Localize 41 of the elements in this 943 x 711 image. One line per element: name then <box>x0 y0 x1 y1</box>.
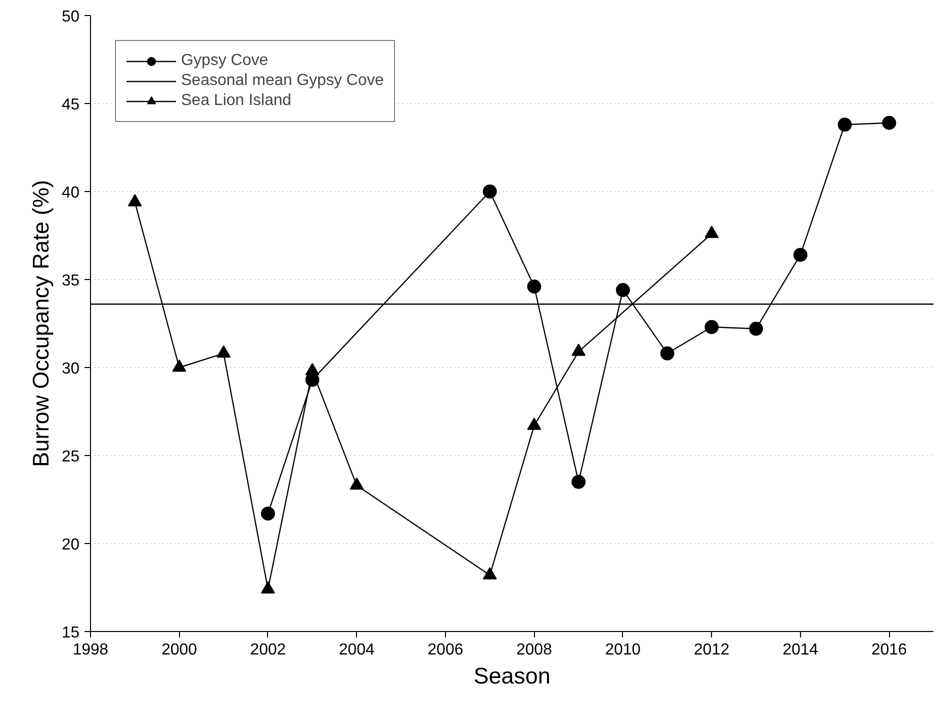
point <box>305 363 320 376</box>
legend-label: Sea Lion Island <box>181 92 292 110</box>
x-tick-label: 2004 <box>338 642 375 658</box>
point <box>572 474 586 489</box>
point <box>260 581 275 594</box>
point <box>704 320 719 334</box>
x-tick-label: 2012 <box>694 642 730 658</box>
x-tick-label: 2014 <box>782 642 818 658</box>
y-tick-label: 40 <box>62 184 80 202</box>
x-tick-label: 2008 <box>516 642 552 658</box>
point <box>793 248 808 262</box>
x-tick-label: 2002 <box>250 642 286 658</box>
point <box>749 322 764 336</box>
point <box>350 477 364 490</box>
legend-label: Gypsy Cove <box>181 52 268 70</box>
point <box>882 116 896 130</box>
point <box>482 567 497 580</box>
x-tick-label: 2016 <box>871 642 908 658</box>
x-tick-label: 2010 <box>605 642 641 658</box>
y-tick-label: 45 <box>62 96 80 114</box>
y-tick-label: 15 <box>62 624 80 642</box>
point <box>616 283 630 298</box>
point <box>660 346 674 360</box>
y-tick-label: 35 <box>62 272 80 290</box>
x-tick-label: 2006 <box>428 642 464 658</box>
y-tick-label: 20 <box>62 536 80 554</box>
point <box>216 345 231 358</box>
y-tick-label: 25 <box>62 448 80 466</box>
legend-label: Seasonal mean Gypsy Cove <box>181 72 384 90</box>
x-tick-label: 2000 <box>161 642 198 658</box>
point <box>527 280 542 294</box>
point <box>572 344 586 356</box>
point <box>527 418 542 430</box>
point <box>482 184 497 198</box>
point <box>172 359 186 372</box>
x-tick-label: 1998 <box>72 642 108 658</box>
x-axis-title: Season <box>474 662 550 688</box>
point <box>838 118 852 132</box>
y-axis-title: Burrow Occupancy Rate (%) <box>28 180 54 468</box>
y-tick-label: 30 <box>62 360 80 378</box>
y-tick-label: 50 <box>62 8 80 26</box>
